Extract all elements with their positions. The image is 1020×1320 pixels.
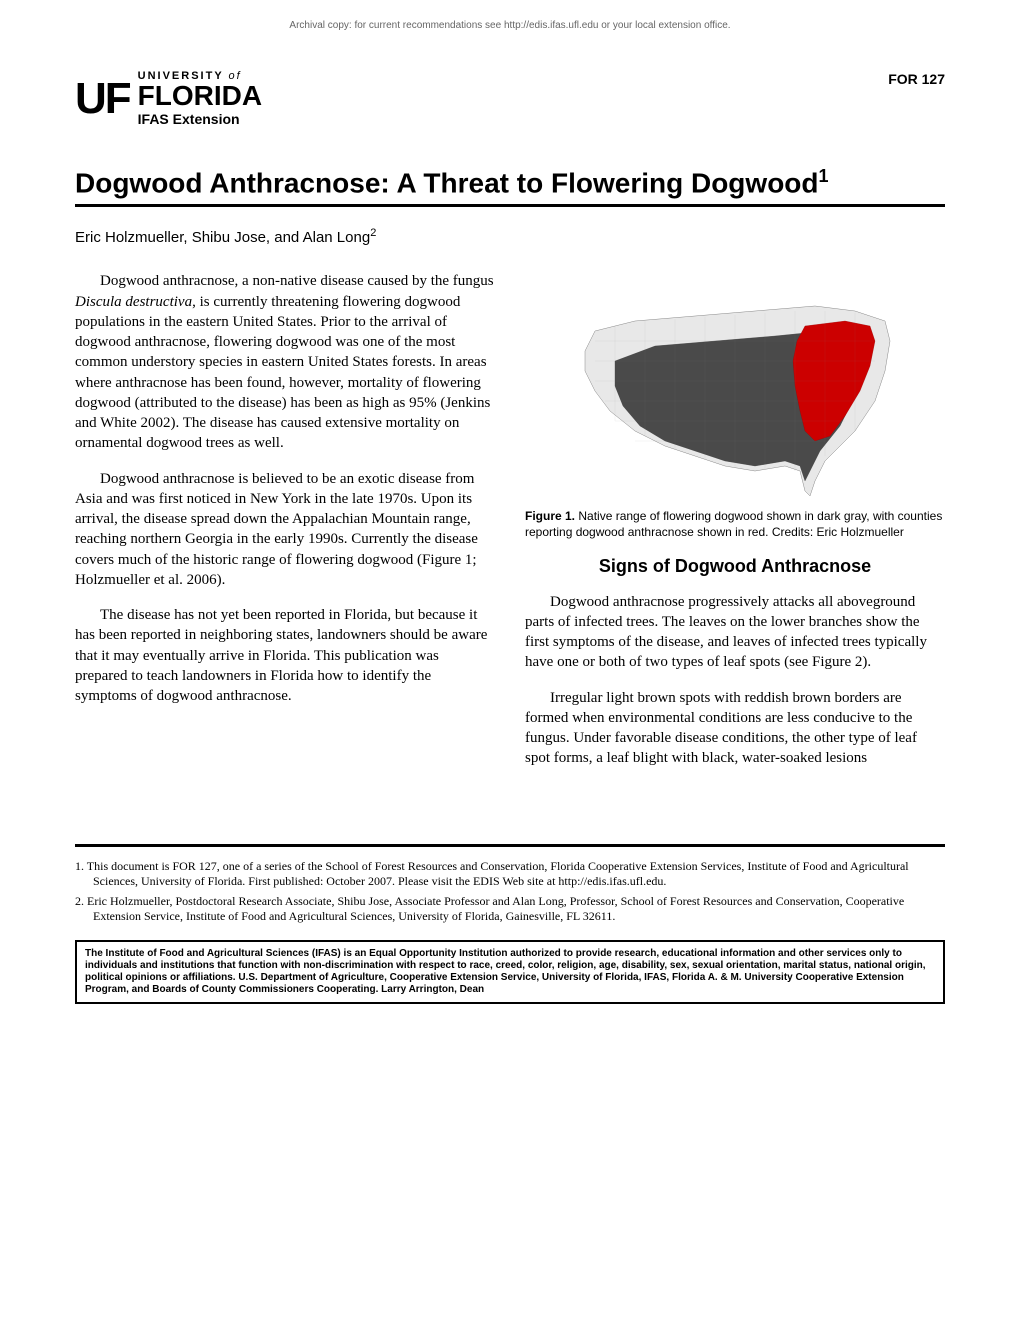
authors-line: Eric Holzmueller, Shibu Jose, and Alan L… [75, 227, 945, 246]
footer-divider [75, 844, 945, 847]
paragraph-4: Dogwood anthracnose progressively attack… [525, 592, 945, 673]
paragraph-3: The disease has not yet been reported in… [75, 605, 495, 706]
figure-1: Figure 1. Native range of flowering dogw… [525, 271, 945, 540]
footnotes: 1. This document is FOR 127, one of a se… [75, 859, 945, 925]
figure-1-caption: Figure 1. Native range of flowering dogw… [525, 509, 945, 540]
logo-text-block: UNIVERSITY of FLORIDA IFAS Extension [138, 71, 262, 126]
logo-uf-mark: UF [75, 74, 130, 124]
disclaimer-box: The Institute of Food and Agricultural S… [75, 940, 945, 1004]
uf-logo: UF UNIVERSITY of FLORIDA IFAS Extension [75, 71, 262, 126]
figure-1-map [525, 271, 945, 501]
paragraph-1: Dogwood anthracnose, a non-native diseas… [75, 271, 495, 453]
two-column-content: Dogwood anthracnose, a non-native diseas… [75, 271, 945, 783]
footnote-1: 1. This document is FOR 127, one of a se… [75, 859, 945, 890]
paragraph-2: Dogwood anthracnose is believed to be an… [75, 469, 495, 591]
us-map-icon [525, 271, 945, 501]
left-column: Dogwood anthracnose, a non-native diseas… [75, 271, 495, 783]
document-id: FOR 127 [888, 71, 945, 87]
species-name: Discula destructiva [75, 294, 192, 310]
document-title: Dogwood Anthracnose: A Threat to Floweri… [75, 166, 945, 207]
paragraph-5: Irregular light brown spots with reddish… [525, 688, 945, 769]
logo-florida: FLORIDA [138, 82, 262, 110]
right-column: Figure 1. Native range of flowering dogw… [525, 271, 945, 783]
logo-ifas-extension: IFAS Extension [138, 112, 262, 126]
footnote-2: 2. Eric Holzmueller, Postdoctoral Resear… [75, 894, 945, 925]
header-row: UF UNIVERSITY of FLORIDA IFAS Extension … [75, 71, 945, 126]
section-heading-signs: Signs of Dogwood Anthracnose [525, 556, 945, 577]
archival-notice: Archival copy: for current recommendatio… [75, 20, 945, 31]
